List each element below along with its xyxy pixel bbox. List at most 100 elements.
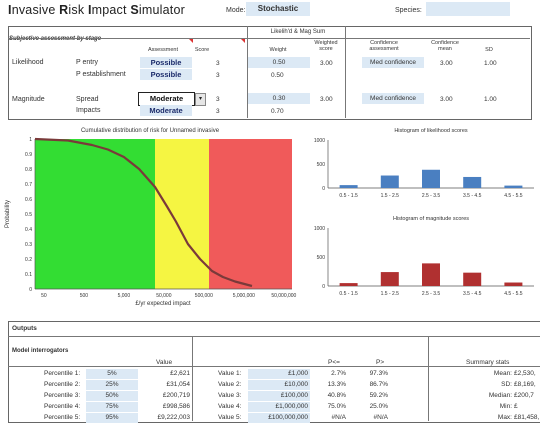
likelihood-histogram: Histogram of likelihood scores 1000 500 0 0.… — [314, 128, 534, 199]
cdf-title: Cumulative distribution of risk for Unna… — [81, 128, 220, 134]
summary-label: Median: — [488, 392, 512, 399]
histogram-bar — [504, 282, 523, 286]
assessment-dropdown[interactable]: Moderate — [138, 92, 195, 106]
y-tick-label: 0 — [322, 186, 325, 192]
histogram-bar — [380, 272, 399, 286]
col-weight: Weight — [269, 47, 287, 53]
x-tick-label: 3.5 - 4.5 — [463, 193, 482, 199]
y-tick-label: 0.8 — [25, 167, 32, 173]
y-tick-label: 0.9 — [25, 152, 32, 158]
value-input[interactable]: £100,000,000 — [248, 413, 310, 423]
y-tick-label: 500 — [317, 162, 326, 168]
p-le-value: 75.0% — [327, 403, 346, 410]
high-risk-zone — [209, 139, 292, 289]
divider — [192, 337, 193, 421]
comment-marker — [189, 39, 193, 43]
summary-label: Min: — [499, 403, 512, 410]
score-value: 3 — [216, 72, 220, 79]
percentile-input[interactable]: 95% — [86, 413, 138, 423]
assessment-select[interactable]: Moderate — [140, 105, 192, 116]
histogram-title: Histogram of magnitude scores — [393, 216, 469, 222]
value-input[interactable]: £1,000 — [248, 369, 310, 379]
title-fragment: imulator — [138, 3, 185, 17]
x-tick-label: 50 — [41, 293, 47, 299]
percentile-input[interactable]: 75% — [86, 402, 138, 412]
assessment-select[interactable]: Possible — [140, 57, 192, 68]
p-le-value: #N/A — [331, 414, 346, 421]
x-tick-label: 2.5 - 3.5 — [422, 291, 441, 297]
p-gt-value: 59.2% — [369, 392, 388, 399]
app-title: Invasive Risk Impact Simulator — [8, 3, 185, 17]
percentile-label: Percentile 2: — [44, 381, 81, 388]
cdf-xlabel: £/yr expected impact — [135, 301, 191, 307]
stage-label: Impacts — [76, 107, 101, 114]
magnitude-histogram: Histogram of magnitude scores 1000 500 0 0.5… — [314, 216, 534, 297]
weighted-score: 3.00 — [320, 96, 333, 103]
weighted-score: 3.00 — [320, 60, 333, 67]
percentile-input[interactable]: 5% — [86, 369, 138, 379]
p-gt-value: #N/A — [373, 414, 388, 421]
percentile-input[interactable]: 25% — [86, 380, 138, 390]
species-label: Species: — [395, 7, 422, 14]
p-gt-value: 86.7% — [369, 381, 388, 388]
divider — [8, 366, 540, 367]
y-tick-label: 0.4 — [25, 227, 32, 233]
weight-input[interactable]: 0.30 — [248, 93, 310, 104]
cdf-ylabel: Probability — [5, 200, 11, 228]
title-fragment: R — [59, 3, 69, 17]
y-tick-label: 1000 — [314, 226, 325, 232]
chevron-down-icon[interactable]: ▾ — [195, 93, 206, 106]
summary-value: £200,7 — [514, 392, 534, 399]
x-tick-label: 5,000 — [118, 293, 131, 299]
assessment-title: Subjective assessment by stage — [9, 36, 102, 42]
cdf-series-line — [34, 137, 253, 288]
mode-selector[interactable]: Stochastic — [246, 2, 310, 16]
value-input[interactable]: £100,000 — [248, 391, 310, 401]
x-tick-label: 4.5 - 5.5 — [504, 193, 523, 199]
histogram-bar — [422, 169, 440, 188]
confidence-select[interactable]: Med confidence — [362, 57, 424, 68]
percentile-value: £998,586 — [162, 403, 190, 410]
cdf-chart: Cumulative distribution of risk for Unna… — [5, 128, 297, 307]
p-gt-value: 97.3% — [369, 370, 388, 377]
confidence-mean: 3.00 — [440, 60, 453, 67]
percentile-label: Percentile 5: — [44, 414, 81, 421]
col-sd: SD — [485, 47, 493, 53]
weight-value: 0.50 — [271, 72, 284, 79]
y-tick-label: 1000 — [314, 138, 325, 144]
outputs-title: Outputs — [12, 325, 37, 332]
col-confidence-assessment: Confidence assessment — [369, 40, 399, 52]
weight-input[interactable]: 0.50 — [248, 57, 310, 68]
x-tick-label: 3.5 - 4.5 — [463, 291, 482, 297]
sd-value: 1.00 — [484, 96, 497, 103]
percentile-label: Percentile 4: — [44, 403, 81, 410]
percentile-value: £2,621 — [170, 370, 190, 377]
p-le-value: 2.7% — [331, 370, 346, 377]
histogram-bar — [422, 263, 440, 286]
percentile-value: £31,054 — [166, 381, 191, 388]
col-weighted-score: Weighted score — [314, 40, 338, 52]
col-score: Score — [194, 47, 210, 53]
assessment-select[interactable]: Possible — [140, 69, 192, 80]
p-gt-value: 25.0% — [369, 403, 388, 410]
x-tick-label: 0.5 - 1.5 — [339, 193, 358, 199]
value-header: Value — [156, 359, 173, 366]
value-input[interactable]: £10,000 — [248, 380, 310, 390]
confidence-mean: 3.00 — [440, 96, 453, 103]
title-fragment: S — [130, 3, 139, 17]
divider — [428, 337, 429, 421]
stage-label: P entry — [76, 59, 99, 66]
value-input[interactable]: £1,000,000 — [248, 402, 310, 412]
confidence-select[interactable]: Med confidence — [362, 93, 424, 104]
x-tick-label: 50,000 — [156, 293, 172, 299]
comment-marker — [241, 39, 245, 43]
score-value: 3 — [216, 60, 220, 67]
score-value: 3 — [216, 108, 220, 115]
group-magnitude: Magnitude — [12, 96, 45, 103]
title-fragment: I — [87, 3, 92, 17]
y-tick-label: 0.5 — [25, 212, 32, 218]
percentile-input[interactable]: 50% — [86, 391, 138, 401]
divider — [8, 38, 530, 39]
species-input[interactable] — [426, 2, 510, 16]
score-value: 3 — [216, 96, 220, 103]
